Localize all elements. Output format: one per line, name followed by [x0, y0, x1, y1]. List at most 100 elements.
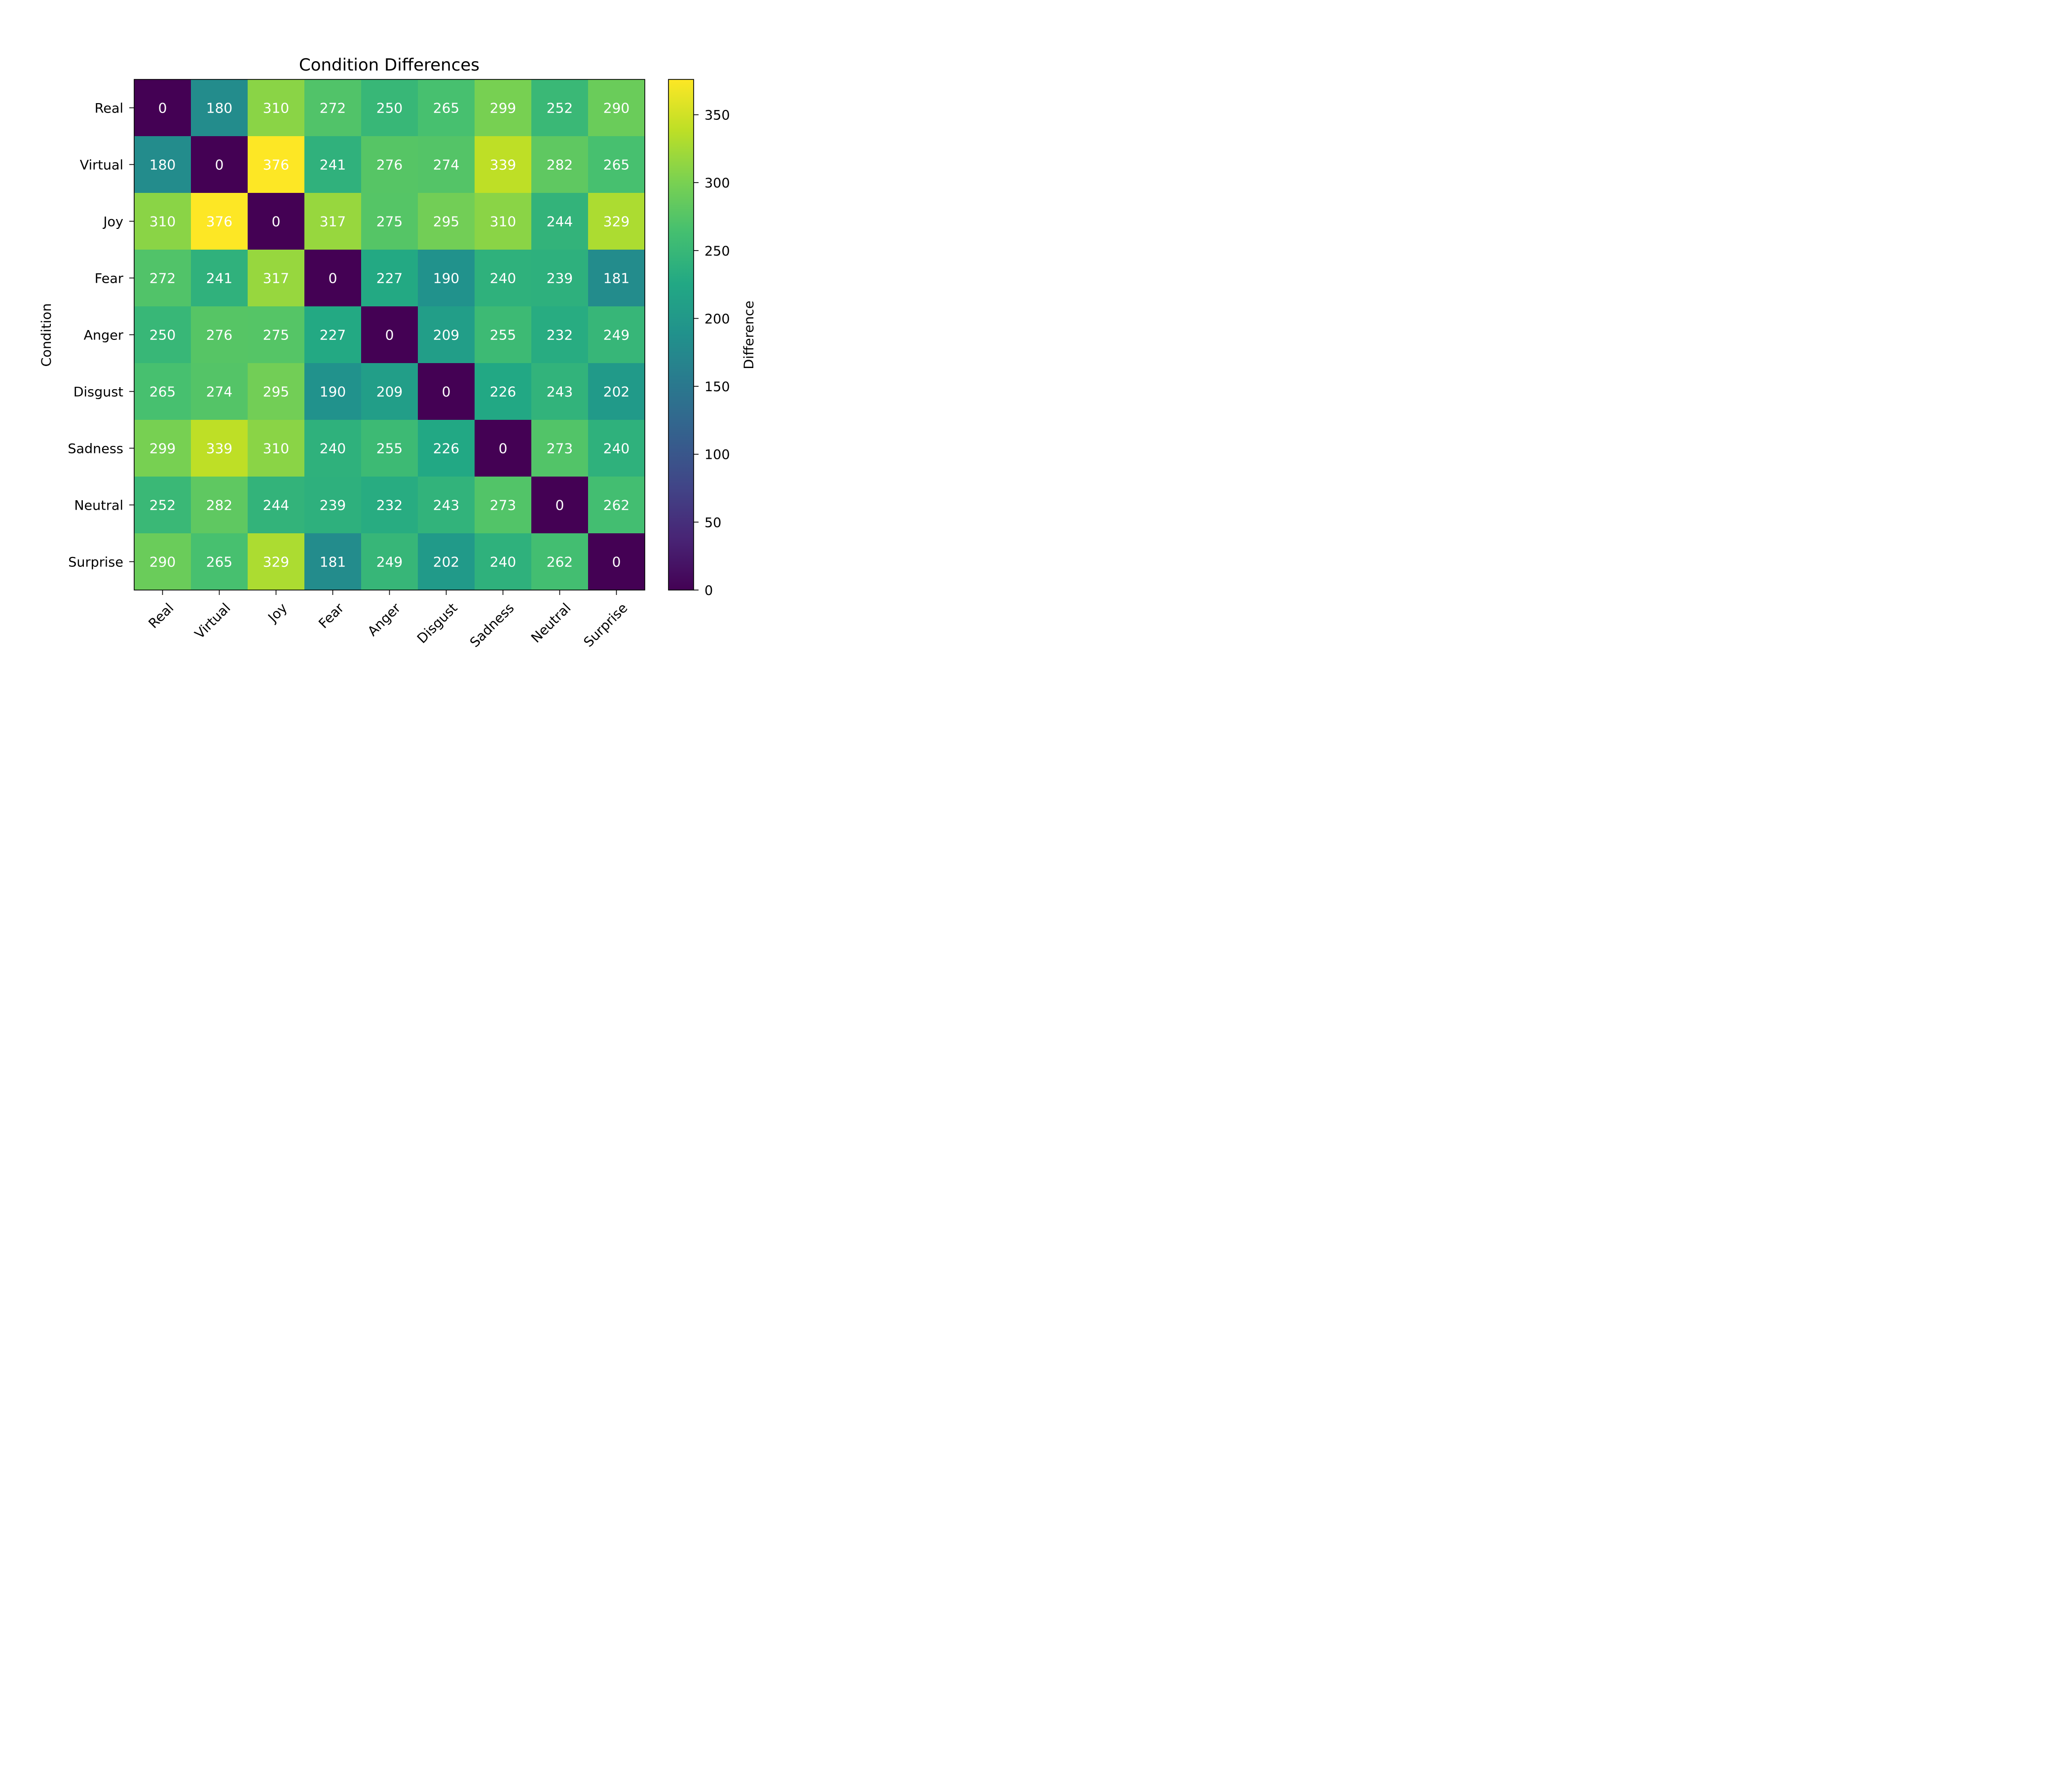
heatmap-cell-surprise-surprise: [588, 533, 645, 591]
cell-value-label: 244: [547, 214, 573, 230]
heatmap-cell-joy-real: [134, 193, 191, 250]
heatmap-cell-fear-virtual: [191, 250, 248, 307]
heatmap-cell-joy-sadness: [475, 193, 532, 250]
cell-value-label: 273: [490, 497, 516, 514]
cell-value-label: 339: [490, 157, 516, 173]
cell-value-label: 0: [499, 441, 508, 457]
heatmap-cell-surprise-anger: [361, 533, 418, 591]
cell-value-label: 202: [433, 554, 459, 570]
heatmap-cell-fear-sadness: [475, 250, 532, 307]
heatmap-cell-surprise-sadness: [475, 533, 532, 591]
heatmap-cell-real-joy: [248, 79, 305, 137]
heatmap-cell-joy-fear: [304, 193, 362, 250]
cell-value-label: 190: [320, 384, 346, 400]
heatmap-cell-neutral-surprise: [588, 477, 645, 534]
y-tick-label: Neutral: [74, 498, 123, 514]
heatmap-cell-disgust-surprise: [588, 363, 645, 420]
cell-value-label: 239: [320, 497, 346, 514]
y-tick-label: Anger: [84, 328, 124, 343]
cell-value-label: 376: [263, 157, 289, 173]
heatmap-cell-disgust-joy: [248, 363, 305, 420]
cell-value-label: 250: [149, 327, 176, 343]
cell-value-label: 232: [376, 497, 403, 514]
cell-value-label: 317: [263, 270, 289, 287]
cell-value-label: 282: [547, 157, 573, 173]
y-axis-label: Condition: [39, 303, 54, 367]
cell-value-label: 0: [329, 270, 337, 287]
heatmap-cell-disgust-real: [134, 363, 191, 420]
heatmap-cell-real-anger: [361, 79, 418, 137]
colorbar: [668, 79, 694, 591]
cell-value-label: 262: [603, 497, 629, 514]
heatmap-cell-fear-surprise: [588, 250, 645, 307]
colorbar-tick-label: 250: [704, 244, 730, 259]
heatmap-cell-neutral-virtual: [191, 477, 248, 534]
heatmap-cell-virtual-sadness: [475, 136, 532, 193]
heatmap-cell-fear-neutral: [531, 250, 589, 307]
colorbar-label: Difference: [741, 300, 757, 369]
cell-value-label: 265: [149, 384, 176, 400]
heatmap-cell-real-neutral: [531, 79, 589, 137]
heatmap-cell-anger-neutral: [531, 306, 589, 364]
cell-value-label: 310: [490, 214, 516, 230]
colorbar-tick-label: 300: [704, 176, 730, 191]
heatmap-cell-joy-virtual: [191, 193, 248, 250]
heatmap-cell-surprise-real: [134, 533, 191, 591]
cell-value-label: 240: [320, 441, 346, 457]
colorbar-tick-label: 200: [704, 311, 730, 327]
cell-value-label: 202: [603, 384, 629, 400]
cell-value-label: 262: [547, 554, 573, 570]
heatmap-cell-sadness-anger: [361, 420, 418, 477]
colorbar-tick-label: 150: [704, 379, 730, 395]
x-tick-label: Surprise: [581, 600, 630, 650]
chart-title: Condition Differences: [299, 55, 480, 75]
cell-value-label: 276: [206, 327, 232, 343]
cell-value-label: 241: [206, 270, 232, 287]
cell-value-label: 265: [206, 554, 232, 570]
heatmap-cell-virtual-real: [134, 136, 191, 193]
heatmap-cell-anger-surprise: [588, 306, 645, 364]
heatmap-cell-real-virtual: [191, 79, 248, 137]
heatmap-cell-disgust-virtual: [191, 363, 248, 420]
heatmap-cell-real-real: [134, 79, 191, 137]
heatmap-cell-anger-virtual: [191, 306, 248, 364]
x-tick-label: Anger: [365, 600, 404, 639]
x-tick-label: Real: [146, 600, 177, 631]
heatmap-chart: Condition Differences 0 180 310 272 250 265 29…: [39, 55, 757, 651]
cell-value-label: 310: [149, 214, 176, 230]
heatmap-cell-joy-surprise: [588, 193, 645, 250]
cell-value-label: 290: [603, 100, 629, 116]
heatmap-cell-joy-disgust: [418, 193, 475, 250]
x-tick-label: Fear: [316, 600, 347, 631]
cell-value-label: 295: [263, 384, 289, 400]
heatmap-cell-anger-anger: [361, 306, 418, 364]
cell-value-label: 209: [433, 327, 459, 343]
heatmap-cell-real-fear: [304, 79, 362, 137]
heatmap-cell-virtual-joy: [248, 136, 305, 193]
heatmap-cell-virtual-disgust: [418, 136, 475, 193]
cell-value-label: 232: [547, 327, 573, 343]
cell-value-label: 240: [603, 441, 629, 457]
cell-value-label: 250: [376, 100, 403, 116]
heatmap-cell-disgust-sadness: [475, 363, 532, 420]
heatmap-cell-anger-disgust: [418, 306, 475, 364]
cell-value-label: 252: [149, 497, 176, 514]
cell-value-label: 272: [149, 270, 176, 287]
cell-value-label: 310: [263, 100, 289, 116]
heatmap-cell-sadness-surprise: [588, 420, 645, 477]
heatmap-cell-anger-real: [134, 306, 191, 364]
cell-value-label: 310: [263, 441, 289, 457]
heatmap-cell-virtual-surprise: [588, 136, 645, 193]
cell-value-label: 227: [376, 270, 403, 287]
cell-value-label: 241: [320, 157, 346, 173]
cell-value-label: 181: [320, 554, 346, 570]
y-tick-label: Disgust: [74, 385, 123, 400]
heatmap-cell-neutral-neutral: [531, 477, 589, 534]
cell-value-label: 299: [149, 441, 176, 457]
y-tick-label: Surprise: [68, 555, 123, 570]
heatmap-cell-joy-anger: [361, 193, 418, 250]
heatmap-cell-surprise-virtual: [191, 533, 248, 591]
x-axis: Real Virtual Joy Fear Anger Disgust Sadness Neu…: [146, 590, 630, 651]
cell-value-label: 275: [376, 214, 403, 230]
colorbar-tick-label: 350: [704, 108, 730, 123]
